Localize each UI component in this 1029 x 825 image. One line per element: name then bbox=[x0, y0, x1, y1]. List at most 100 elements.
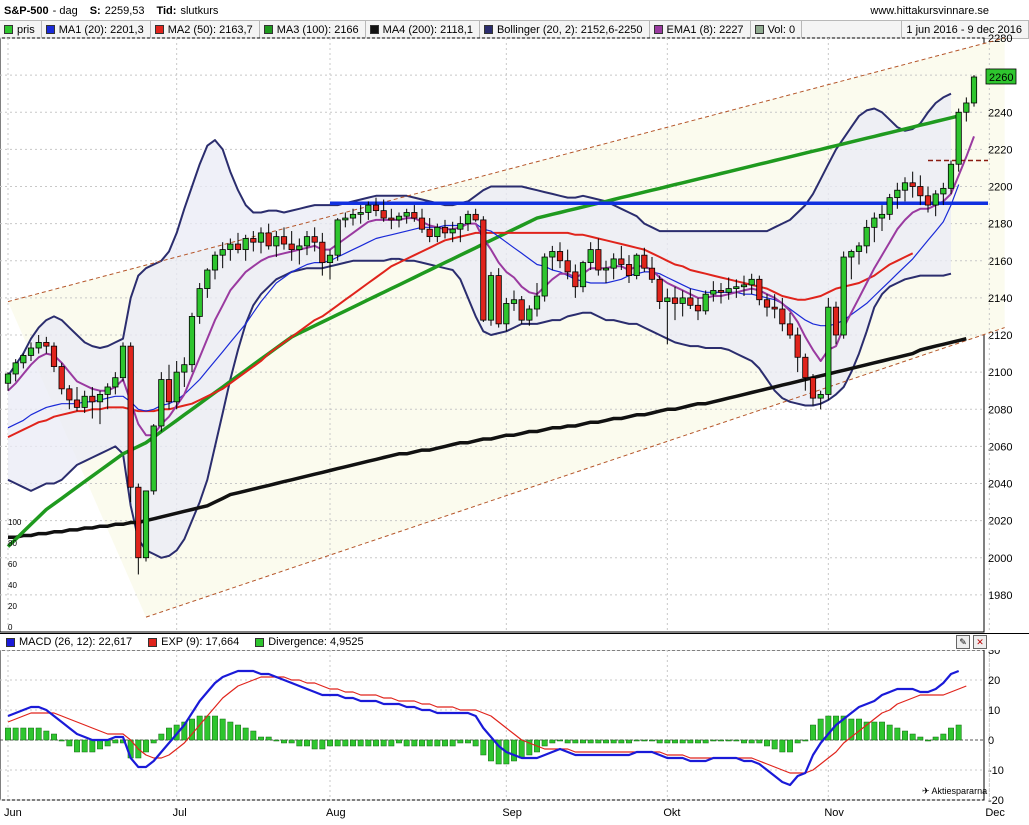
date-tick-label: Aug bbox=[326, 807, 346, 819]
candle-body bbox=[35, 342, 42, 349]
candle-body bbox=[633, 254, 640, 276]
macd-tick-label: 0 bbox=[988, 735, 994, 747]
candle-body bbox=[733, 286, 740, 289]
divergence-bar bbox=[587, 739, 594, 744]
candle-body bbox=[702, 293, 709, 312]
divergence-bar bbox=[480, 739, 487, 756]
last-price-box bbox=[985, 68, 1017, 85]
time-label: Tid: bbox=[156, 5, 177, 17]
legend-item-ema1[interactable]: EMA1 (8): 2227 bbox=[650, 21, 751, 38]
legend-item-price[interactable]: pris bbox=[0, 21, 42, 38]
candle-body bbox=[848, 251, 855, 258]
candle-body bbox=[901, 182, 909, 191]
legend-item-ma3[interactable]: MA3 (100): 2166 bbox=[260, 21, 366, 38]
candle-body bbox=[963, 102, 970, 113]
candle-body bbox=[112, 377, 119, 388]
time-value: slutkurs bbox=[180, 5, 219, 17]
candle-body bbox=[265, 232, 272, 247]
price-tick-label: 2100 bbox=[988, 367, 1012, 379]
divergence-bar bbox=[664, 739, 671, 744]
divergence-bar bbox=[28, 727, 34, 741]
divergence-bar bbox=[334, 739, 341, 747]
candle-body bbox=[825, 306, 832, 395]
legend-item-ma2[interactable]: MA2 (50): 2163,7 bbox=[151, 21, 260, 38]
divergence-bar bbox=[925, 739, 931, 742]
legend-label: Bollinger (20, 2): 2152,6-2250 bbox=[496, 23, 643, 36]
ema8-line bbox=[7, 136, 975, 437]
settings-icon[interactable]: ✎ bbox=[956, 635, 970, 649]
candle-body bbox=[380, 210, 387, 219]
candle-body bbox=[771, 306, 778, 310]
bollinger-lower-line bbox=[7, 257, 952, 559]
candle-body bbox=[173, 371, 180, 403]
ma3-swatch bbox=[263, 25, 273, 34]
divergence-bar bbox=[43, 730, 50, 741]
divergence-bar bbox=[51, 733, 57, 741]
candle-body bbox=[779, 308, 786, 325]
legend-item-volume[interactable]: Vol: 0 bbox=[751, 21, 803, 38]
candle-body bbox=[832, 306, 840, 336]
volume-swatch bbox=[754, 25, 764, 34]
legend-item-ma1[interactable]: MA1 (20): 2201,3 bbox=[42, 21, 151, 38]
divergence-bar bbox=[304, 739, 310, 747]
divergence-bar bbox=[557, 739, 563, 742]
divergence-bar bbox=[940, 733, 947, 741]
divergence-bar bbox=[564, 739, 571, 744]
candle-body bbox=[227, 243, 234, 251]
candle-body bbox=[165, 379, 173, 403]
divergence-bar bbox=[902, 730, 908, 741]
divergence-bar bbox=[250, 730, 257, 741]
candle-body bbox=[104, 386, 111, 395]
divergence-bar bbox=[810, 724, 816, 741]
legend-label: EMA1 (8): 2227 bbox=[666, 23, 744, 36]
source-url[interactable]: www.hittakursvinnare.se bbox=[870, 5, 989, 17]
legend-item-ma4[interactable]: MA4 (200): 2118,1 bbox=[366, 21, 480, 38]
divergence-bar bbox=[143, 739, 149, 753]
legend-label: Vol: 0 bbox=[767, 23, 796, 36]
candle-body bbox=[349, 213, 357, 219]
legend-item-bollinger[interactable]: Bollinger (20, 2): 2152,6-2250 bbox=[480, 21, 650, 38]
divergence-bar bbox=[189, 718, 195, 741]
candle-body bbox=[802, 356, 809, 379]
channel-upper-line bbox=[7, 37, 1005, 303]
divergence-bar bbox=[166, 727, 172, 741]
candle-body bbox=[556, 251, 564, 262]
signal-legend-item: EXP (9): 17,664 bbox=[148, 636, 239, 648]
candle-body bbox=[449, 228, 456, 234]
candle-body bbox=[388, 217, 395, 221]
candle-body bbox=[495, 275, 502, 325]
candle-body bbox=[886, 197, 893, 215]
candle-body bbox=[127, 345, 134, 488]
candle-body bbox=[219, 249, 226, 256]
candle-body bbox=[917, 186, 924, 197]
divergence-bar bbox=[948, 727, 954, 741]
divergence-bar bbox=[687, 739, 694, 744]
price-tick-label: 2000 bbox=[988, 553, 1012, 565]
divergence-bar bbox=[457, 739, 464, 744]
candle-body bbox=[66, 388, 73, 401]
divergence-bar bbox=[871, 721, 878, 741]
candle-body bbox=[947, 163, 955, 189]
candle-body bbox=[970, 76, 978, 104]
candle-body bbox=[794, 334, 801, 358]
candle-body bbox=[687, 297, 694, 306]
last-price-value: 2259,53 bbox=[104, 5, 145, 17]
date-range-text: 1 jun 2016 - 9 dec 2016 bbox=[906, 23, 1022, 36]
legend-label: MA3 (100): 2166 bbox=[276, 23, 359, 36]
candle-body bbox=[641, 254, 648, 269]
candle-body bbox=[326, 254, 334, 264]
divergence-bar bbox=[848, 718, 855, 741]
candle-body bbox=[725, 288, 732, 293]
macd-tick-label: -10 bbox=[988, 765, 1004, 777]
divergence-bar bbox=[219, 718, 226, 741]
candle-body bbox=[503, 303, 510, 325]
volume-tick-label: 100 bbox=[8, 518, 22, 527]
divergence-bar bbox=[442, 739, 448, 747]
close-icon[interactable]: ✕ bbox=[973, 635, 987, 649]
candle-body bbox=[786, 323, 794, 336]
divergence-bar bbox=[472, 739, 479, 747]
candle-body bbox=[43, 342, 50, 347]
candle-body bbox=[288, 243, 295, 251]
divergence-bar bbox=[465, 739, 471, 744]
